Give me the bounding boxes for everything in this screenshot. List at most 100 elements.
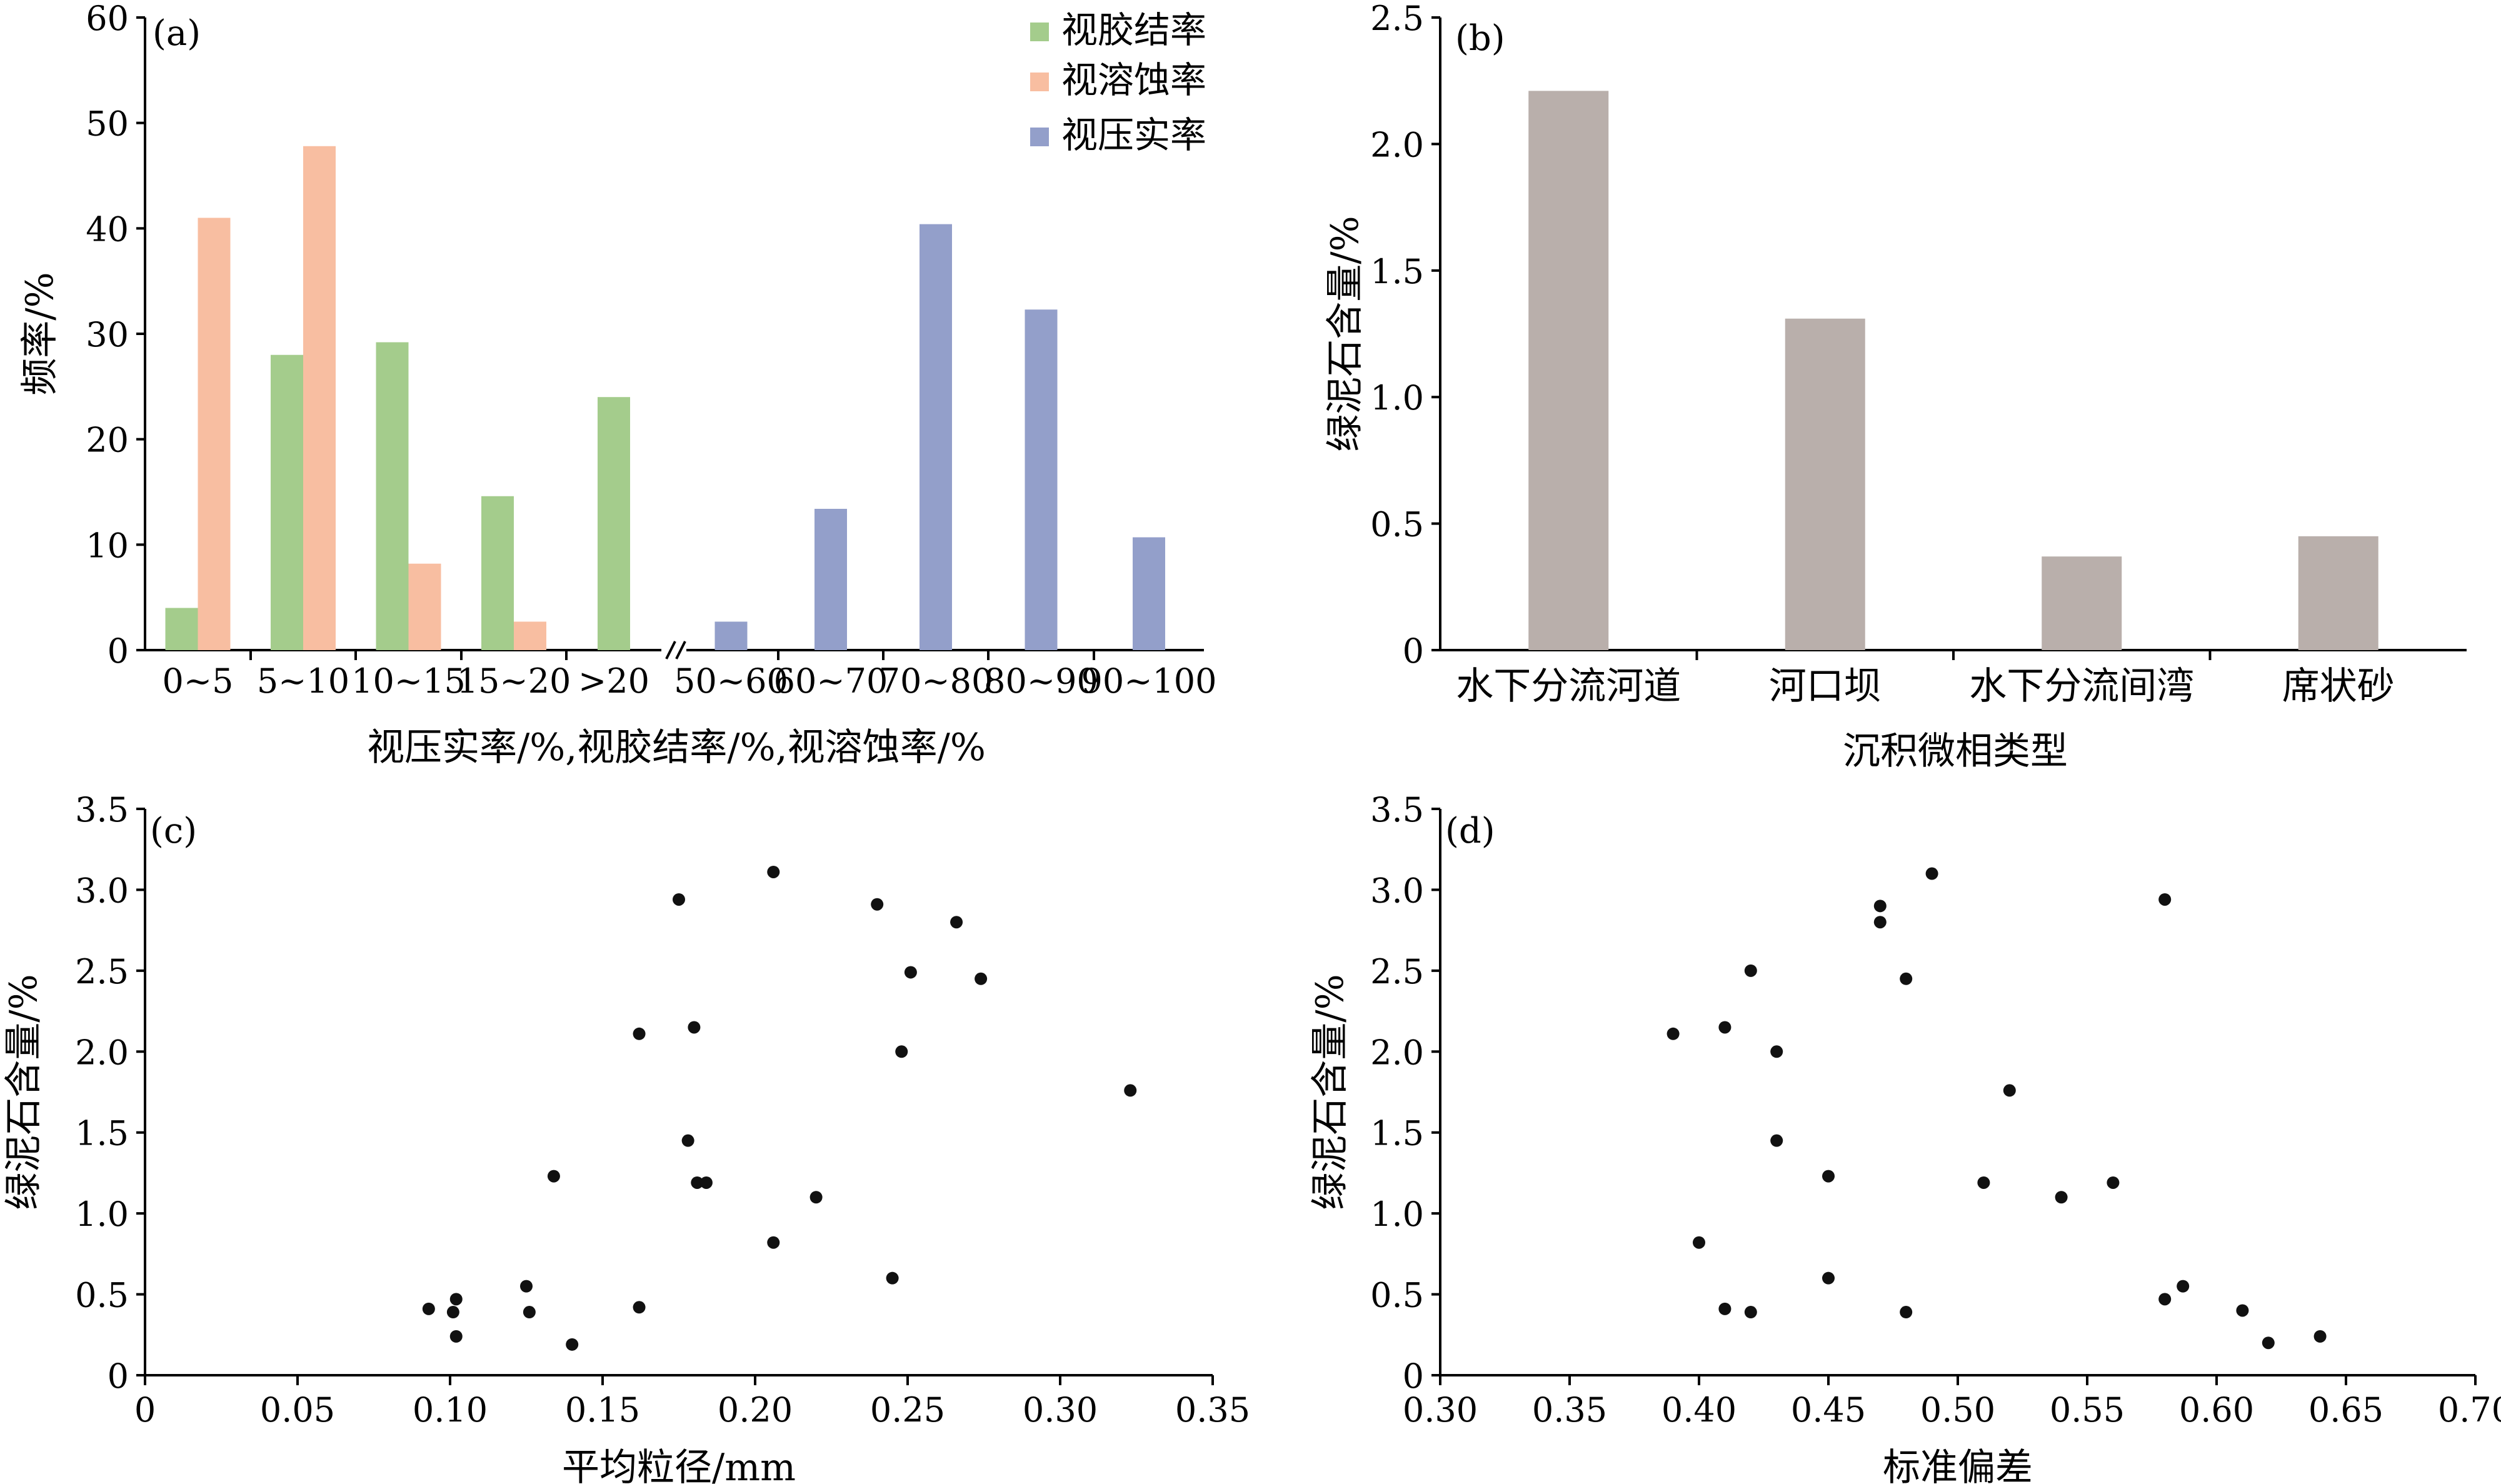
- panel-c-x-tick-label: 0.20: [718, 1390, 793, 1430]
- panel-d-point: [1770, 1045, 1783, 1058]
- panel-c-point: [520, 1280, 533, 1293]
- panel-a-x-tick-label: 80~90: [984, 661, 1098, 701]
- panel-d-label: (d): [1445, 811, 1495, 851]
- panel-c-point: [688, 1021, 701, 1034]
- panel-a-y-tick-label: 20: [86, 421, 129, 460]
- panel-d-point: [1925, 867, 1938, 880]
- panel-d-point: [2055, 1191, 2068, 1204]
- panel-c-y-tick-label: 3.5: [75, 790, 129, 830]
- panel-d-point: [2158, 893, 2172, 906]
- panel-c-y-axis-title: 绿泥石含量/%: [2, 974, 46, 1210]
- panel-c-point: [975, 972, 988, 985]
- panel-a-y-tick-label: 10: [86, 526, 129, 565]
- panel-b-bar: [1785, 318, 1865, 650]
- panel-d-point: [2158, 1293, 2172, 1306]
- panel-d-y-tick-label: 0.5: [1370, 1276, 1424, 1315]
- panel-a-bar-3: [1025, 309, 1058, 650]
- panel-b-x-tick-label: 水下分流河道: [1456, 664, 1681, 708]
- panel-d-point: [2236, 1304, 2249, 1317]
- panel-d-x-tick-label: 0.65: [2308, 1390, 2383, 1430]
- panel-c-point: [871, 898, 884, 911]
- panel-a-y-tick-label: 60: [86, 0, 129, 38]
- panel-c-y-tick-label: 2.0: [75, 1033, 129, 1072]
- panel-c-point: [895, 1045, 908, 1058]
- panel-c-y-tick-label: 3.0: [75, 871, 129, 910]
- panel-a-legend-swatch: [1030, 73, 1049, 91]
- panel-d-point: [1873, 900, 1887, 913]
- panel-a-x-tick-label: 60~70: [774, 661, 888, 701]
- panel-c-point: [699, 1176, 713, 1189]
- panel-d-point: [1900, 972, 1913, 985]
- panel-c-point: [809, 1191, 823, 1204]
- panel-d-x-tick-label: 0.30: [1403, 1390, 1478, 1430]
- panel-a-bar-1: [271, 354, 303, 650]
- panel-c-y-tick-label: 0.5: [75, 1276, 129, 1315]
- panel-c-x-tick-label: 0.05: [260, 1390, 335, 1430]
- panel-d-point: [2107, 1176, 2120, 1189]
- panel-a-legend-label: 视溶蚀率: [1061, 59, 1206, 101]
- panel-d-x-tick-label: 0.55: [2050, 1390, 2125, 1430]
- panel-c: [136, 808, 1214, 1385]
- panel-a-axis-break-mark: [665, 641, 676, 659]
- panel-a-bar-2: [514, 621, 546, 650]
- panel-a-x-tick-label: 90~100: [1081, 661, 1216, 701]
- panel-a-x-tick-label: 70~80: [879, 661, 993, 701]
- panel-a-legend-label: 视胶结率: [1061, 9, 1206, 51]
- panel-b-x-tick-label: 席状砂: [2282, 664, 2395, 708]
- panel-d-point: [2003, 1084, 2016, 1097]
- panel-b: [1431, 16, 2467, 660]
- panel-c-point: [422, 1302, 435, 1315]
- panel-b-y-tick-label: 2.5: [1370, 0, 1424, 38]
- panel-a-x-tick-label: 0~5: [163, 661, 234, 701]
- panel-a-legend-swatch: [1030, 23, 1049, 41]
- panel-a-x-tick-label: 50~60: [674, 661, 788, 701]
- panel-d-point: [1873, 916, 1887, 929]
- panel-d-point: [1900, 1306, 1913, 1319]
- panel-c-y-tick-label: 0: [108, 1356, 129, 1396]
- panel-a-legend-label: 视压实率: [1061, 114, 1206, 156]
- panel-a-legend-swatch: [1030, 128, 1049, 146]
- panel-d-point: [2262, 1336, 2275, 1350]
- panel-b-y-tick-label: 0: [1403, 631, 1424, 671]
- panel-d-x-tick-label: 0.45: [1791, 1390, 1866, 1430]
- panel-c-point: [691, 1176, 704, 1189]
- panel-c-point: [523, 1306, 536, 1319]
- panel-a-y-tick-label: 50: [86, 104, 129, 144]
- panel-d-point: [1822, 1271, 1835, 1285]
- panel-c-point: [681, 1134, 694, 1147]
- panel-c-x-tick-label: 0.10: [413, 1390, 488, 1430]
- panel-d-point: [1718, 1021, 1732, 1034]
- panel-c-x-tick-label: 0: [134, 1390, 156, 1430]
- panel-a-bar-2: [303, 146, 336, 651]
- panel-d-x-tick-label: 0.50: [1920, 1390, 1995, 1430]
- panel-d-point: [1770, 1134, 1783, 1147]
- panel-a-y-tick-label: 0: [108, 631, 129, 671]
- panel-d-x-tick-label: 0.40: [1661, 1390, 1737, 1430]
- panel-c-point: [449, 1293, 463, 1306]
- panel-c-x-tick-label: 0.35: [1175, 1390, 1250, 1430]
- panel-a-y-axis-title: 频率/%: [18, 272, 62, 395]
- panel-b-x-tick-label: 河口坝: [1769, 664, 1882, 708]
- panel-c-label: (c): [150, 811, 197, 851]
- panel-c-y-tick-label: 1.5: [75, 1114, 129, 1153]
- panel-c-point: [547, 1170, 560, 1183]
- panel-b-bar: [2298, 536, 2378, 650]
- panel-c-point: [1124, 1084, 1137, 1097]
- panel-d-x-tick-label: 0.60: [2179, 1390, 2254, 1430]
- panel-b-y-tick-label: 1.5: [1370, 252, 1424, 291]
- panel-a-bar-3: [1133, 537, 1165, 650]
- panel-d-y-tick-label: 2.0: [1370, 1033, 1424, 1072]
- panel-c-y-tick-label: 1.0: [75, 1195, 129, 1234]
- panel-d-point: [2177, 1280, 2190, 1293]
- panel-d-x-tick-label: 0.35: [1532, 1390, 1607, 1430]
- panel-a-x-tick-label: 15~20: [457, 661, 571, 701]
- panel-d-y-tick-label: 1.5: [1370, 1114, 1424, 1153]
- panel-b-x-axis-title: 沉积微相类型: [1843, 729, 2068, 773]
- panel-a-bar-2: [408, 563, 441, 650]
- panel-a-axis-break-mark: [675, 641, 686, 659]
- panel-d-y-tick-label: 3.5: [1370, 790, 1424, 830]
- panel-d-point: [1666, 1027, 1680, 1040]
- panel-c-point: [566, 1338, 579, 1351]
- panel-c-x-tick-label: 0.25: [870, 1390, 945, 1430]
